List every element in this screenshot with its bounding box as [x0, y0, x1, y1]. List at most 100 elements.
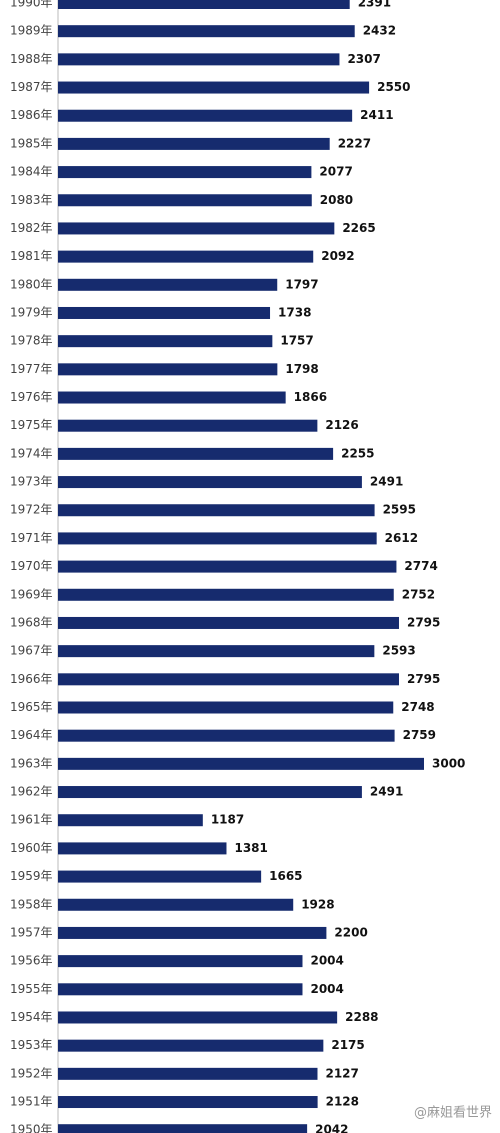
y-tick-label: 1984年: [10, 165, 53, 179]
value-label: 2391: [358, 0, 391, 10]
value-label: 2593: [382, 644, 415, 658]
y-tick-label: 1964年: [10, 728, 53, 742]
y-tick-label: 1972年: [10, 503, 53, 517]
y-tick-label: 1974年: [10, 446, 53, 460]
value-label: 2265: [342, 221, 375, 235]
bar: [58, 447, 334, 460]
bar: [58, 757, 424, 770]
bar: [58, 560, 397, 573]
bar: [58, 476, 362, 489]
y-tick-label: 1977年: [10, 362, 53, 376]
bar: [58, 1096, 318, 1109]
y-tick-label: 1979年: [10, 305, 53, 319]
y-tick-label: 1969年: [10, 587, 53, 601]
y-tick-label: 1959年: [10, 869, 53, 883]
value-label: 2126: [325, 418, 358, 432]
bar: [58, 1011, 338, 1024]
value-label: 2042: [315, 1123, 348, 1133]
value-label: 2432: [363, 24, 396, 38]
value-label: 2255: [341, 446, 374, 460]
value-label: 1187: [211, 813, 244, 827]
y-tick-label: 1961年: [10, 813, 53, 827]
value-label: 2550: [377, 80, 410, 94]
bar: [58, 1039, 324, 1052]
bar: [58, 645, 375, 658]
y-tick-label: 1971年: [10, 531, 53, 545]
bar: [58, 588, 394, 601]
value-label: 2748: [401, 700, 434, 714]
bar: [58, 673, 399, 686]
bar: [58, 870, 262, 883]
bar: [58, 842, 227, 855]
y-tick-label: 1958年: [10, 897, 53, 911]
bar: [58, 109, 353, 122]
y-tick-label: 1951年: [10, 1095, 53, 1109]
y-tick-label: 1973年: [10, 475, 53, 489]
bar: [58, 363, 278, 376]
value-label: 2491: [370, 785, 403, 799]
value-label: 2491: [370, 475, 403, 489]
bar: [58, 306, 271, 319]
bar: [58, 1067, 318, 1080]
value-label: 2612: [385, 531, 418, 545]
bar: [58, 786, 362, 799]
value-label: 2077: [319, 165, 352, 179]
value-label: 2595: [383, 503, 416, 517]
bar: [58, 504, 375, 517]
y-tick-label: 1952年: [10, 1066, 53, 1080]
value-label: 1738: [278, 305, 311, 319]
value-label: 2759: [403, 728, 436, 742]
value-label: 2795: [407, 615, 440, 629]
y-tick-label: 1954年: [10, 1010, 53, 1024]
value-label: 1928: [301, 897, 334, 911]
y-tick-label: 1957年: [10, 925, 53, 939]
y-tick-label: 1990年: [10, 0, 53, 10]
y-tick-label: 1950年: [10, 1123, 53, 1133]
y-tick-label: 1966年: [10, 672, 53, 686]
bar: [58, 1124, 308, 1133]
bar: [58, 278, 278, 291]
y-tick-label: 1983年: [10, 193, 53, 207]
value-label: 2795: [407, 672, 440, 686]
bar: [58, 250, 314, 263]
bar: [58, 983, 303, 996]
y-tick-label: 1981年: [10, 249, 53, 263]
watermark: @麻姐看世界: [414, 1105, 492, 1121]
bar: [58, 814, 203, 827]
y-tick-label: 1982年: [10, 221, 53, 235]
y-tick-label: 1986年: [10, 108, 53, 122]
value-label: 2411: [360, 108, 393, 122]
value-label: 2752: [402, 587, 435, 601]
y-tick-label: 1955年: [10, 982, 53, 996]
bar: [58, 25, 355, 38]
y-tick-label: 1985年: [10, 136, 53, 150]
value-label: 2004: [310, 954, 343, 968]
value-label: 2175: [331, 1038, 364, 1052]
value-label: 1381: [234, 841, 267, 855]
bar: [58, 335, 273, 348]
y-tick-label: 1987年: [10, 80, 53, 94]
y-tick-label: 1976年: [10, 390, 53, 404]
bar: [58, 616, 399, 629]
value-label: 3000: [432, 756, 465, 770]
value-label: 2288: [345, 1010, 378, 1024]
y-tick-label: 1975年: [10, 418, 53, 432]
y-tick-label: 1989年: [10, 24, 53, 38]
bar: [58, 194, 312, 207]
value-label: 1665: [269, 869, 302, 883]
y-tick-label: 1967年: [10, 644, 53, 658]
y-tick-label: 1956年: [10, 954, 53, 968]
bar: [58, 391, 286, 404]
value-label: 2227: [338, 136, 371, 150]
bar: [58, 532, 377, 545]
value-label: 2200: [334, 925, 367, 939]
y-tick-label: 1960年: [10, 841, 53, 855]
bar: [58, 955, 303, 968]
value-label: 1866: [294, 390, 327, 404]
y-tick-label: 1978年: [10, 334, 53, 348]
bar: [58, 137, 330, 150]
bar: [58, 898, 294, 911]
bar: [58, 166, 312, 179]
y-tick-label: 1970年: [10, 559, 53, 573]
